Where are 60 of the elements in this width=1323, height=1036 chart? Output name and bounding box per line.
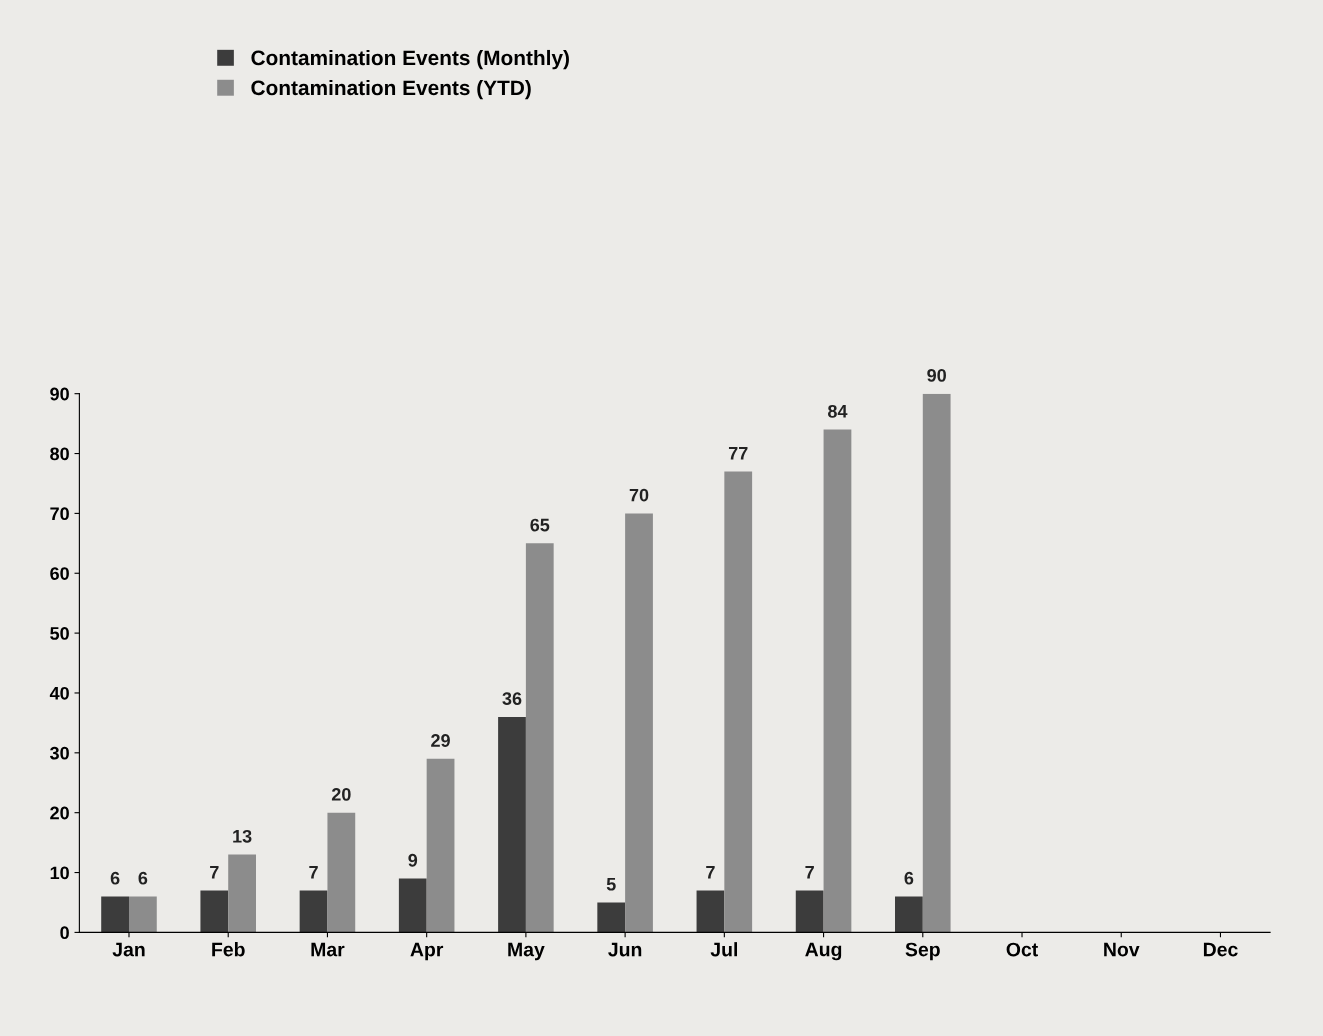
bar (525, 543, 554, 933)
data-label: 7 (309, 866, 318, 879)
bar (895, 896, 923, 933)
x-tick-label: Nov (1104, 942, 1140, 957)
bar (101, 896, 129, 933)
x-tick-label: Apr (410, 942, 444, 961)
x-tick-label: May (508, 942, 545, 961)
data-label: 6 (904, 871, 914, 885)
y-tick-label: 70 (50, 507, 69, 521)
bar (625, 513, 653, 933)
data-label: 77 (728, 446, 748, 460)
data-label: 7 (210, 866, 219, 879)
y-tick-label: 30 (49, 746, 69, 760)
bar (327, 812, 356, 933)
data-label: 5 (606, 877, 616, 891)
bar (724, 471, 753, 933)
bar (922, 393, 951, 933)
x-tick-label: Jan (112, 942, 145, 957)
bar (398, 878, 427, 933)
y-tick-label: 20 (50, 806, 69, 820)
y-tick-label: 40 (49, 686, 69, 700)
data-label: 65 (530, 518, 550, 532)
y-tick-label: 60 (50, 567, 69, 580)
x-tick-label: Mar (311, 942, 345, 957)
x-tick-label: Sep (905, 942, 940, 961)
x-tick-label: Jun (608, 942, 642, 957)
data-label: 9 (408, 853, 418, 867)
data-label: 84 (827, 404, 848, 418)
data-label: 7 (805, 866, 814, 879)
bar (228, 854, 256, 933)
y-tick-label: 10 (50, 866, 69, 880)
bar (823, 429, 852, 933)
data-label: 6 (110, 871, 120, 885)
bar (795, 890, 824, 933)
data-label: 13 (233, 829, 252, 843)
bar (200, 890, 229, 933)
data-label: 7 (706, 866, 715, 879)
bar (128, 896, 157, 933)
bar (597, 902, 626, 933)
data-label: 29 (431, 734, 450, 747)
x-tick-label: Aug (805, 942, 842, 961)
data-label: 20 (331, 788, 351, 801)
x-tick-label: Feb (212, 942, 245, 957)
data-label: 36 (502, 692, 522, 706)
legend-label: Contamination Events (Monthly) (251, 49, 569, 70)
data-label: 70 (629, 488, 649, 502)
y-tick-label: 80 (50, 447, 69, 461)
data-label: 6 (138, 871, 148, 885)
x-tick-label: Dec (1203, 942, 1238, 957)
bar (299, 890, 328, 933)
legend-label: Contamination Events (YTD) (251, 79, 531, 100)
data-label: 90 (927, 368, 946, 382)
x-tick-label: Oct (1006, 942, 1038, 957)
y-tick-label: 0 (60, 926, 69, 940)
bar (498, 716, 526, 933)
bar (696, 890, 725, 933)
x-tick-label: Jul (710, 942, 738, 957)
bar (426, 758, 455, 933)
y-tick-label: 90 (50, 387, 69, 401)
y-tick-label: 50 (50, 627, 69, 640)
